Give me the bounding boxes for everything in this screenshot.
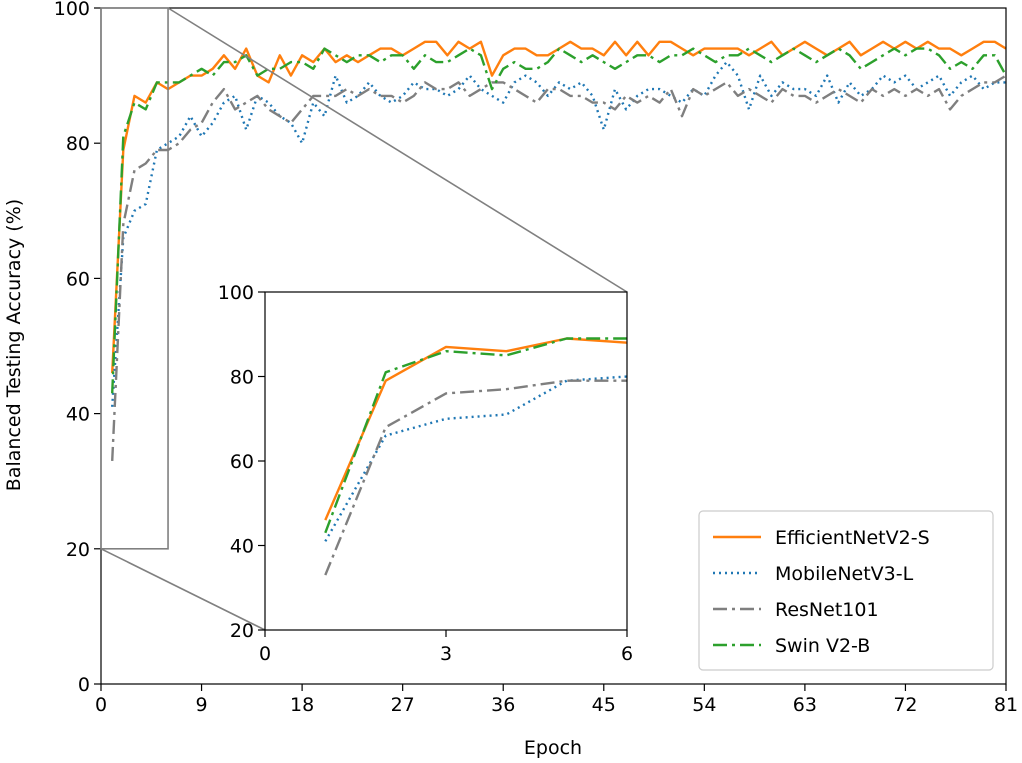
inset-background <box>265 292 627 630</box>
x-tick-label: 0 <box>95 694 107 716</box>
y-tick-label: 100 <box>54 0 90 20</box>
legend-label-mobilenetv3-l: MobileNetV3-L <box>775 563 914 585</box>
x-tick-label: 18 <box>290 694 314 716</box>
legend-label-efficientnetv2-s: EfficientNetV2-S <box>775 527 930 549</box>
legend-label-resnet101: ResNet101 <box>775 599 879 621</box>
y-tick-label: 20 <box>66 539 90 561</box>
inset-plot: 0 3 6 20 40 60 80 100 <box>218 282 633 665</box>
inset-x-tick-label: 0 <box>259 643 271 665</box>
y-tick-label: 0 <box>78 674 90 696</box>
legend: EfficientNetV2-S MobileNetV3-L ResNet101 Sw… <box>698 510 994 671</box>
inset-series-line-resnet101 <box>324 379 627 576</box>
y-axis-title: Balanced Testing Accuracy (%) <box>3 199 25 491</box>
inset-x-tick-label: 3 <box>440 643 452 665</box>
zoom-region-box <box>100 7 169 550</box>
series-line-resnet101 <box>111 74 1007 461</box>
x-tick-label: 63 <box>793 694 817 716</box>
series-line-mobilenetv3-l <box>111 60 1006 407</box>
zoom-connector-line <box>100 548 266 631</box>
zoom-connectors <box>100 7 628 631</box>
legend-label-swin-v2-b: Swin V2-B <box>775 635 870 657</box>
inset-y-tick-label: 20 <box>230 620 254 642</box>
inset-series-line-swin-v2-b <box>324 337 627 534</box>
legend-box <box>698 510 994 671</box>
x-tick-label: 27 <box>391 694 415 716</box>
inset-series-line-efficientnetv2-s <box>324 337 628 521</box>
y-tick-label: 80 <box>66 133 90 155</box>
x-tick-label: 45 <box>592 694 616 716</box>
x-tick-label: 36 <box>491 694 515 716</box>
x-tick-label: 81 <box>994 694 1018 716</box>
inset-y-tick-label: 60 <box>230 451 254 473</box>
inset-y-tick-label: 100 <box>218 282 254 304</box>
y-tick-label: 40 <box>66 404 90 426</box>
x-tick-label: 9 <box>196 694 208 716</box>
x-axis-title: Epoch <box>524 737 582 759</box>
x-tick-label: 72 <box>893 694 917 716</box>
x-tick-label: 54 <box>692 694 716 716</box>
series-line-swin-v2-b <box>111 47 1008 394</box>
y-tick-label: 60 <box>66 268 90 290</box>
zoom-connector-line <box>167 7 628 293</box>
inset-x-tick-label: 6 <box>621 643 633 665</box>
inset-y-tick-label: 80 <box>230 367 254 389</box>
inset-y-tick-label: 40 <box>230 536 254 558</box>
